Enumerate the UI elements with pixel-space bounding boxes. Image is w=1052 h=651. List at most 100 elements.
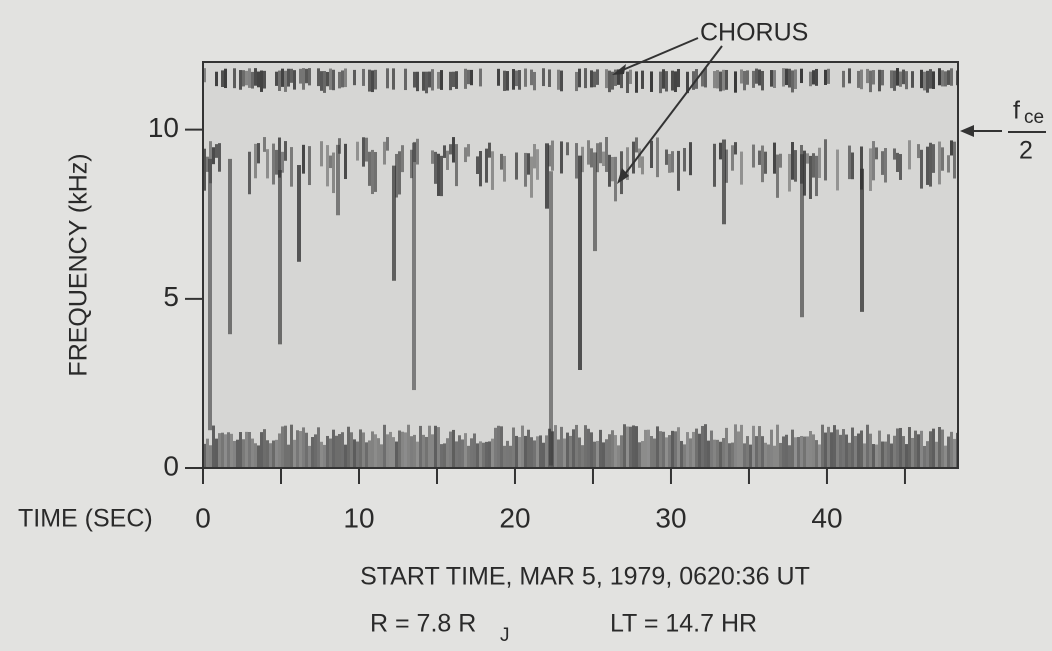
streak — [545, 143, 549, 209]
noise-band — [467, 445, 470, 468]
chorus-patch — [665, 149, 668, 165]
upper-band — [809, 71, 812, 87]
upper-band — [455, 71, 458, 89]
noise-band — [287, 444, 290, 468]
noise-band — [326, 435, 329, 468]
noise-band — [632, 425, 635, 468]
upper-band — [857, 70, 860, 88]
upper-band — [614, 69, 617, 86]
noise-band — [707, 440, 710, 468]
chorus-patch — [248, 151, 251, 195]
noise-band — [698, 433, 701, 468]
noise-band — [470, 438, 473, 468]
noise-band — [953, 438, 956, 468]
noise-band — [857, 433, 860, 468]
noise-band — [725, 427, 728, 468]
chorus-patch — [548, 145, 551, 167]
noise-band — [206, 438, 209, 468]
upper-band — [701, 71, 704, 87]
noise-band — [236, 439, 239, 468]
chorus-patch — [275, 149, 278, 175]
chorus-patch — [731, 145, 734, 171]
noise-band — [359, 429, 362, 468]
upper-band — [620, 69, 623, 89]
chorus-patch — [725, 149, 728, 183]
noise-band — [329, 438, 332, 468]
chorus-patch — [677, 150, 680, 191]
upper-band — [596, 69, 599, 85]
upper-band — [911, 71, 914, 88]
noise-band — [410, 436, 413, 468]
chorus-patch — [869, 148, 872, 191]
upper-band — [467, 69, 470, 85]
chorus-patch — [860, 146, 863, 190]
x-axis-label: TIME (SEC) — [18, 505, 153, 533]
chorus-patch — [638, 148, 641, 168]
noise-band — [263, 429, 266, 468]
upper-band — [848, 68, 851, 84]
upper-band — [827, 68, 830, 84]
chorus-patch — [635, 137, 638, 153]
chorus-patch — [281, 151, 284, 173]
chorus-patch — [599, 142, 602, 164]
noise-band — [593, 441, 596, 468]
upper-band — [902, 69, 905, 85]
noise-band — [248, 431, 251, 468]
noise-band — [917, 434, 920, 468]
caption-local-time: LT = 14.7 HR — [610, 610, 757, 638]
noise-band — [941, 429, 944, 468]
noise-band — [647, 429, 650, 468]
upper-band — [575, 71, 578, 92]
noise-band — [323, 444, 326, 468]
chorus-patch — [434, 151, 437, 184]
chorus-patch — [809, 155, 812, 199]
upper-band — [287, 68, 290, 87]
upper-band — [590, 70, 593, 88]
chorus-patch — [872, 141, 875, 181]
noise-band — [350, 432, 353, 468]
chorus-patch — [812, 153, 815, 178]
upper-band — [254, 68, 257, 86]
noise-band — [347, 426, 350, 468]
noise-band — [455, 441, 458, 468]
noise-band — [461, 439, 464, 468]
chorus-patch — [575, 143, 578, 179]
noise-band — [494, 427, 497, 468]
upper-band — [284, 70, 287, 92]
chorus-patch — [671, 151, 674, 173]
chorus-patch — [449, 144, 452, 155]
upper-band — [248, 68, 251, 88]
noise-band — [341, 432, 344, 468]
noise-band — [575, 424, 578, 468]
chorus-patch — [947, 155, 950, 173]
noise-band — [608, 434, 611, 468]
upper-band — [920, 69, 923, 89]
upper-band — [824, 69, 827, 85]
noise-band — [755, 436, 758, 468]
chorus-patch — [788, 153, 791, 192]
upper-band — [923, 71, 926, 91]
chorus-patch — [806, 153, 809, 164]
upper-band — [674, 71, 677, 93]
upper-band — [842, 70, 845, 88]
chorus-patch — [206, 156, 209, 172]
noise-band — [938, 427, 941, 468]
noise-band — [620, 435, 623, 468]
noise-band — [887, 434, 890, 468]
upper-band — [659, 71, 662, 94]
noise-band — [344, 444, 347, 468]
noise-band — [380, 444, 383, 468]
streak — [392, 165, 396, 281]
upper-band — [224, 68, 227, 89]
chorus-patch — [920, 149, 923, 189]
upper-band — [323, 71, 326, 93]
upper-band — [542, 68, 545, 87]
upper-band — [452, 71, 455, 87]
noise-band — [869, 433, 872, 468]
chorus-patch — [713, 143, 716, 187]
upper-band — [512, 69, 515, 90]
x-tick-label: 30 — [655, 502, 686, 533]
noise-band — [398, 430, 401, 468]
chorus-patch — [395, 153, 398, 198]
noise-band — [704, 424, 707, 468]
